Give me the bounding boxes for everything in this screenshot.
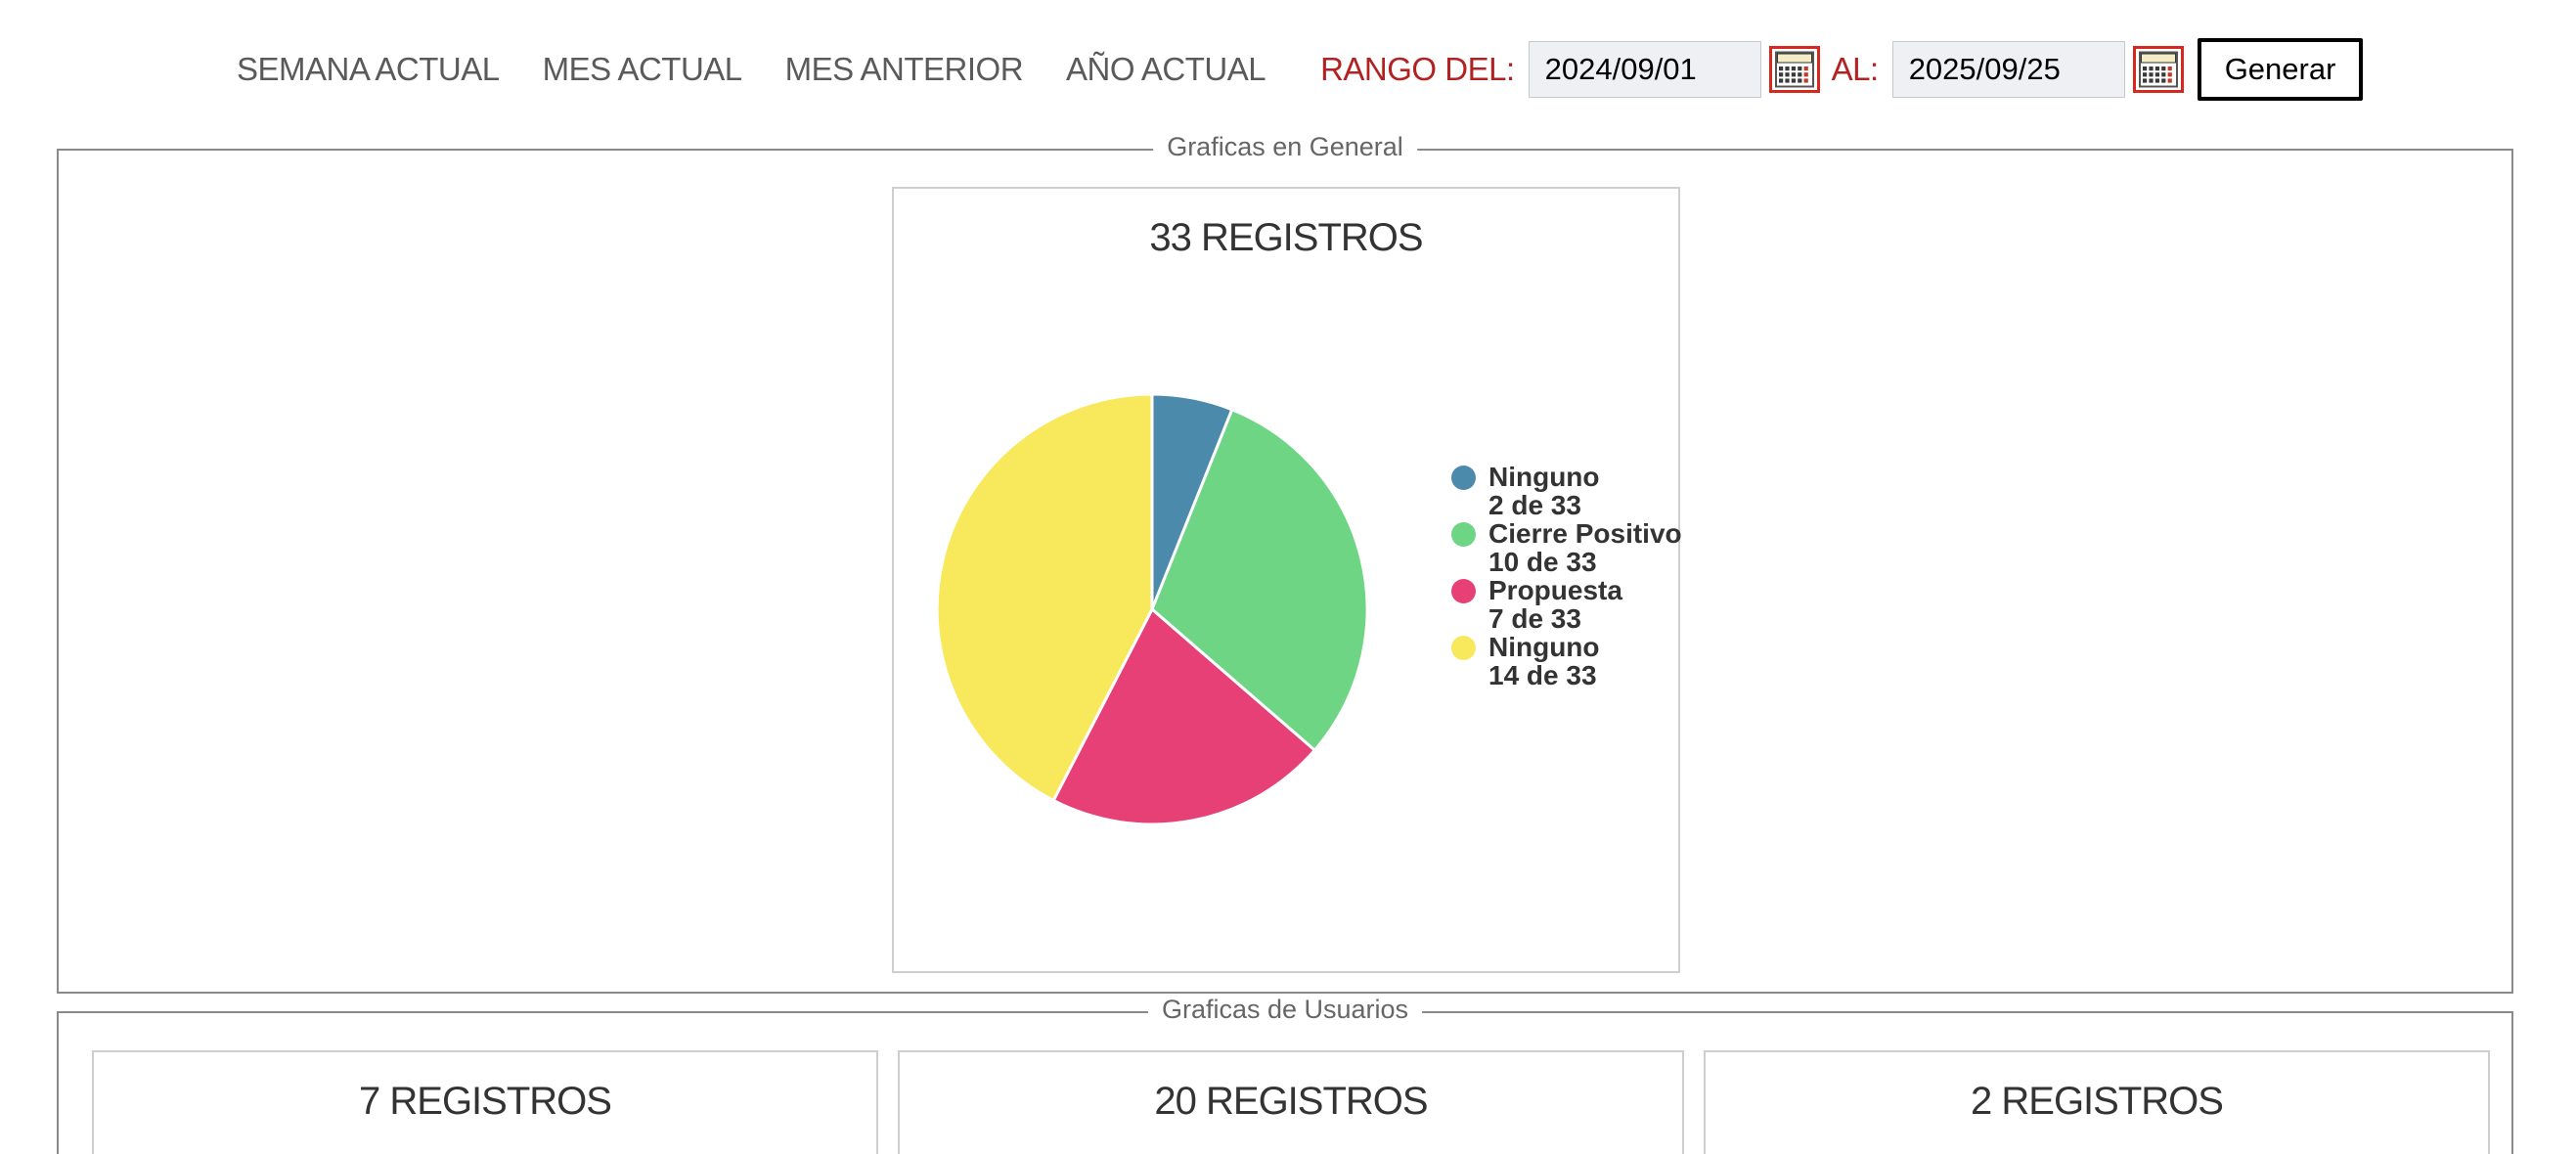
toolbar: SEMANA ACTUAL MES ACTUAL MES ANTERIOR AÑ… [237,35,2364,104]
legend-label: Propuesta [1488,575,1622,605]
chart-title: 20 REGISTROS [1154,1080,1428,1123]
user-chart-card-2: 20 REGISTROS [898,1050,1684,1154]
date-from-input[interactable] [1528,41,1761,98]
legend-label: Ninguno [1488,462,1600,492]
legend-marker-icon [1451,522,1476,547]
section-legend: Graficas de Usuarios [1147,995,1423,1025]
hamburger-menu-icon[interactable] [2427,1086,2463,1114]
range-from-label: RANGO DEL: [1320,51,1515,87]
chart-title: 33 REGISTROS [1149,216,1423,259]
legend-item-1[interactable]: Cierre Positivo 10 de 33 [1451,519,1682,576]
pie-slice-3[interactable] [935,392,1154,803]
legend-count: 10 de 33 [1488,547,1597,577]
pie-chart [935,392,1369,826]
nav-link-semana-actual[interactable]: SEMANA ACTUAL [237,51,500,87]
legend-item-3[interactable]: Ninguno 14 de 33 [1451,633,1682,689]
nav-link-mes-actual[interactable]: MES ACTUAL [542,51,743,87]
section-graficas-en-general: Graficas en General 33 REGISTROS Ninguno… [57,132,2513,994]
chart-title: 7 REGISTROS [359,1080,612,1123]
pie-chart-card: 33 REGISTROS Ninguno 2 de 33 Cierre Positi… [892,187,1682,973]
hamburger-menu-icon[interactable] [1621,1086,1657,1114]
legend-label: Cierre Positivo [1488,518,1682,549]
legend-count: 7 de 33 [1488,603,1581,634]
user-chart-card-3: 2 REGISTROS [1704,1050,2490,1154]
date-to-input[interactable] [1891,41,2125,98]
chart-title: 2 REGISTROS [1971,1080,2224,1123]
user-charts-row: 7 REGISTROS 20 REGISTROS 2 REGISTROS [92,1050,2490,1154]
section-graficas-de-usuarios: Graficas de Usuarios 7 REGISTROS 20 REGI… [57,995,2513,1154]
legend-count: 2 de 33 [1488,490,1581,520]
legend-marker-icon [1451,579,1476,603]
range-to-label: AL: [1831,51,1880,87]
generar-button[interactable]: Generar [2197,38,2364,101]
legend-item-0[interactable]: Ninguno 2 de 33 [1451,463,1682,519]
nav-link-ano-actual[interactable]: AÑO ACTUAL [1066,51,1266,87]
user-chart-card-1: 7 REGISTROS [92,1050,878,1154]
calendar-date-picker-icon[interactable] [1768,46,1820,93]
pie-slice-1[interactable] [1150,407,1369,753]
hamburger-menu-icon[interactable] [816,1086,851,1114]
legend-marker-icon [1451,636,1476,660]
legend-marker-icon [1451,466,1476,490]
chart-legend: Ninguno 2 de 33 Cierre Positivo 10 de 33 Pro… [1451,463,1682,689]
legend-label: Ninguno [1488,632,1600,662]
section-legend: Graficas en General [1153,132,1417,162]
calendar-date-picker-icon[interactable] [2132,46,2184,93]
nav-link-mes-anterior[interactable]: MES ANTERIOR [784,51,1024,87]
legend-count: 14 de 33 [1488,660,1597,690]
pie-slice-2[interactable] [1051,606,1317,826]
legend-item-2[interactable]: Propuesta 7 de 33 [1451,576,1682,633]
